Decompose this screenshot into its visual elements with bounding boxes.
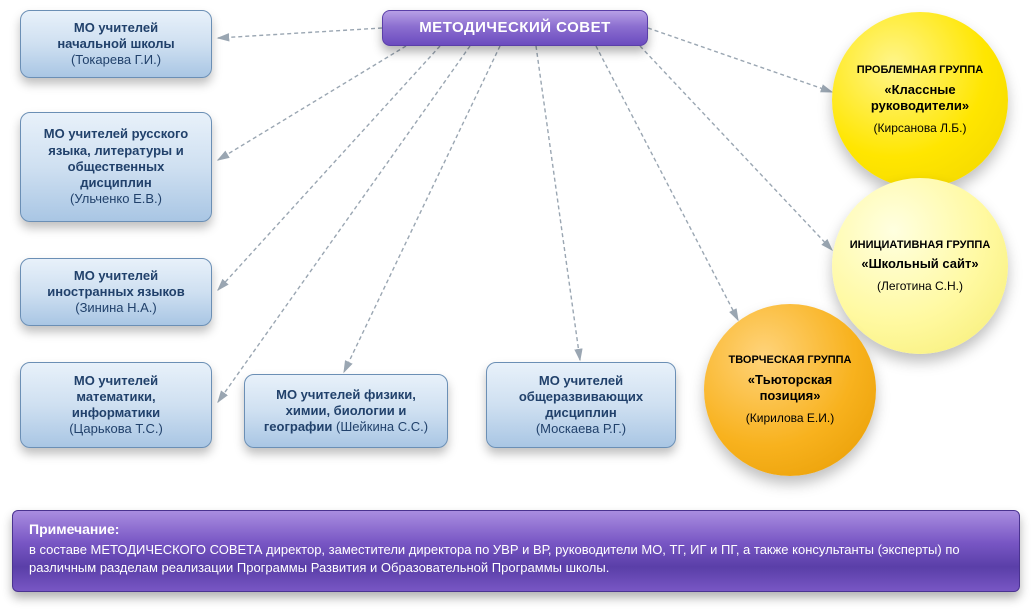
- box-math-cs: МО учителей математики, информатики (Цар…: [20, 362, 212, 448]
- box-foreign-lang: МО учителей иностранных языков (Зинина Н…: [20, 258, 212, 326]
- circle-problem-group: ПРОБЛЕМНАЯ ГРУППА «Классные руководители…: [832, 12, 1008, 188]
- footer-note: Примечание: в составе МЕТОДИЧЕСКОГО СОВЕ…: [12, 510, 1020, 592]
- header-label: МЕТОДИЧЕСКИЙ СОВЕТ: [419, 19, 611, 38]
- box-general: МО учителей общеразвивающих дисциплин (М…: [486, 362, 676, 448]
- box-primary-school: МО учителей начальной школы (Токарева Г.…: [20, 10, 212, 78]
- header-box: МЕТОДИЧЕСКИЙ СОВЕТ: [382, 10, 648, 46]
- box-science: МО учителей физики, химии, биологии и ге…: [244, 374, 448, 448]
- circle-creative-group: ТВОРЧЕСКАЯ ГРУППА «Тьюторская позиция» (…: [704, 304, 876, 476]
- circle-initiative-group: ИНИЦИАТИВНАЯ ГРУППА «Школьный сайт» (Лег…: [832, 178, 1008, 354]
- box-russian-lit: МО учителей русского языка, литературы и…: [20, 112, 212, 222]
- diagram-stage: МЕТОДИЧЕСКИЙ СОВЕТ МО учителей начальной…: [0, 0, 1033, 616]
